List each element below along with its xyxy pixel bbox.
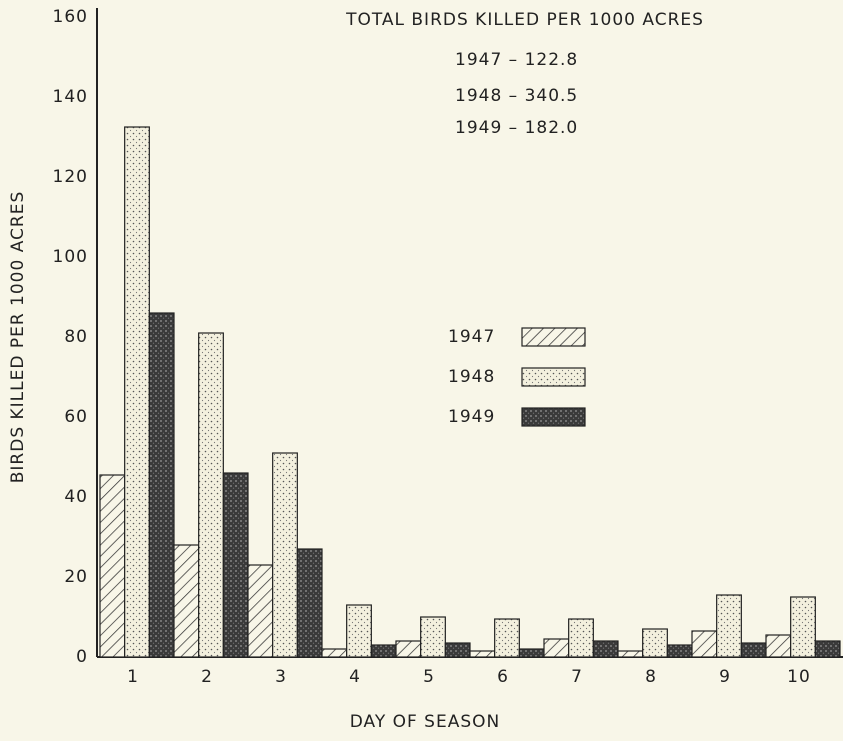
bar (124, 126, 150, 658)
bar (617, 650, 644, 658)
y-tick-label: 100 (53, 247, 88, 267)
y-tick-label: 140 (53, 87, 88, 107)
y-tick-label: 40 (64, 487, 88, 507)
bar (222, 472, 249, 658)
bar (518, 648, 545, 658)
y-tick-label: 0 (76, 647, 88, 667)
bar (568, 618, 594, 658)
x-tick-label: 1 (127, 667, 139, 687)
bar (173, 544, 200, 658)
x-tick-label: 5 (423, 667, 435, 687)
bar (99, 474, 126, 658)
legend-label: 1949 (448, 407, 495, 427)
bar (148, 312, 175, 658)
y-tick-label: 20 (64, 567, 88, 587)
bar (691, 630, 718, 658)
bar (198, 332, 224, 658)
bar (272, 452, 298, 658)
legend-label: 1947 (448, 327, 495, 347)
annotation: 1949 – 182.0 (455, 118, 578, 138)
bar (247, 564, 274, 658)
bar (716, 594, 742, 658)
x-tick-label: 9 (719, 667, 731, 687)
annotation: 1948 – 340.5 (455, 86, 578, 106)
bar (543, 638, 570, 658)
bar (642, 628, 668, 658)
bar (592, 640, 619, 658)
x-tick-label: 2 (201, 667, 213, 687)
annotation: 1947 – 122.8 (455, 50, 578, 70)
chart-title: TOTAL BIRDS KILLED PER 1000 ACRES (345, 10, 704, 30)
x-tick-label: 8 (645, 667, 657, 687)
y-tick-label: 160 (53, 7, 88, 27)
x-tick-label: 6 (497, 667, 509, 687)
x-axis-label: DAY OF SEASON (350, 712, 501, 732)
bar (765, 634, 792, 658)
bar (740, 642, 767, 658)
bar (790, 596, 816, 658)
y-tick-label: 80 (64, 327, 88, 347)
legend-label: 1948 (448, 367, 495, 387)
bar (395, 640, 422, 658)
bar (321, 648, 348, 658)
bar (469, 650, 496, 658)
y-tick-label: 60 (64, 407, 88, 427)
x-tick-label: 7 (571, 667, 583, 687)
bar (444, 642, 471, 658)
y-axis-label: BIRDS KILLED PER 1000 ACRES (8, 191, 28, 484)
legend-swatch (521, 407, 586, 427)
legend-swatch (521, 327, 586, 347)
bar (346, 604, 372, 658)
bar (814, 640, 841, 658)
bar (494, 618, 520, 658)
x-tick-label: 4 (349, 667, 361, 687)
bar (666, 644, 693, 658)
x-tick-label: 3 (275, 667, 287, 687)
bar (420, 616, 446, 658)
bar (370, 644, 397, 658)
x-tick-label: 10 (787, 667, 811, 687)
bar (296, 548, 323, 658)
legend-swatch (521, 367, 586, 387)
y-tick-label: 120 (53, 167, 88, 187)
